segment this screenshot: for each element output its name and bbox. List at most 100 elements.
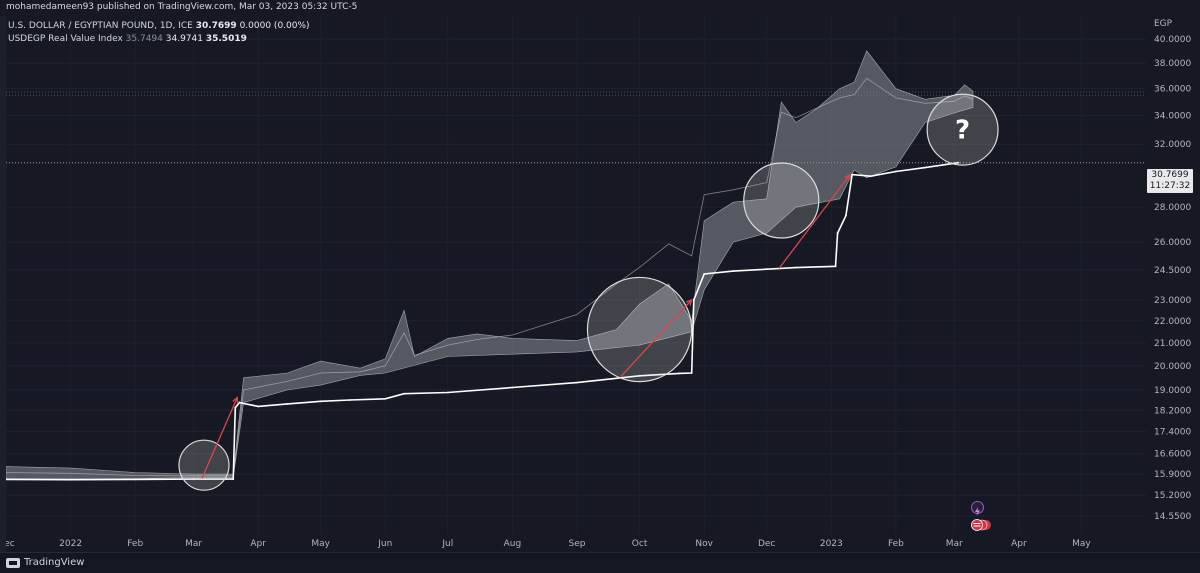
- y-tick-label: 22.0000: [1154, 317, 1191, 327]
- price-point: [5, 478, 7, 481]
- y-tick-label: 20.0000: [1154, 362, 1191, 372]
- x-tick-label: Dec: [758, 539, 775, 549]
- price-line-layer: [5, 161, 960, 481]
- x-tick-label: 2022: [59, 539, 82, 549]
- price-point: [384, 397, 387, 400]
- price-point: [895, 170, 897, 173]
- price-point: [232, 478, 235, 480]
- y-tick-label: 28.0000: [1154, 203, 1191, 213]
- y-tick-label: 38.0000: [1154, 59, 1191, 69]
- price-point: [732, 270, 735, 273]
- price-point: [869, 175, 872, 178]
- time-axis-svg: Dec 2022 Feb Mar Apr May Jun Jul Aug Sep Oct Nov Dec…: [0, 539, 1091, 549]
- x-tick-label: Feb: [888, 539, 904, 549]
- time-axis[interactable]: Dec 2022 Feb Mar Apr May Jun Jul Aug Sep Oct Nov Dec…: [0, 534, 1146, 552]
- countdown-label: 11:27:32: [1149, 181, 1191, 191]
- red-arrow-head: [844, 173, 851, 181]
- price-point: [844, 214, 847, 217]
- red-arrow-line: [778, 174, 851, 269]
- price-point: [851, 173, 854, 176]
- tradingview-logo-icon: [6, 557, 20, 568]
- x-tick-label: Apr: [1011, 539, 1027, 549]
- price-point: [678, 372, 681, 375]
- price-point: [703, 273, 706, 275]
- footer-bar: TradingView: [0, 552, 1200, 573]
- price-point: [234, 406, 237, 409]
- y-tick-label: 17.4000: [1154, 427, 1191, 437]
- y-tick-label: 14.5500: [1154, 512, 1191, 522]
- price-point: [348, 399, 351, 401]
- chart-svg[interactable]: ?: [5, 16, 1146, 534]
- tradingview-brand: TradingView: [24, 557, 85, 568]
- x-tick-label: Mar: [946, 539, 963, 549]
- legend-change: 0.0000 (0.00%): [239, 21, 310, 31]
- price-point: [638, 374, 641, 377]
- legend-indicator-val3: 35.5019: [205, 34, 247, 44]
- events-flash-icon[interactable]: [971, 501, 984, 516]
- x-tick-label: Feb: [127, 539, 143, 549]
- publish-header: mohamedameen93 published on TradingView.…: [0, 0, 1200, 16]
- price-point: [446, 391, 449, 394]
- legend-indicator-row[interactable]: USDEGP Real Value Index 35.7494 34.9741 …: [8, 33, 310, 46]
- price-point: [511, 386, 514, 389]
- legend-symbol-row[interactable]: U.S. DOLLAR / EGYPTIAN POUND, 1D, ICE 30…: [8, 20, 310, 33]
- current-price-label: 30.7699: [1151, 170, 1189, 180]
- real-value-band-area: [5, 50, 974, 479]
- price-point: [692, 299, 695, 301]
- price-point: [134, 478, 137, 481]
- y-tick-label: 16.6000: [1154, 450, 1191, 460]
- price-axis[interactable]: 40.0000 38.0000 36.0000 34.0000 32.0000 28.00…: [1146, 16, 1200, 534]
- y-tick-label: 34.0000: [1154, 112, 1191, 122]
- chart-area[interactable]: ?: [5, 16, 1146, 534]
- price-point: [319, 400, 322, 403]
- x-tick-label: 2023: [820, 539, 843, 549]
- flag-events-icon: [971, 519, 991, 531]
- price-point: [286, 402, 289, 405]
- x-tick-label: Nov: [695, 539, 713, 549]
- highlight-circle: [743, 162, 820, 239]
- real-value-band: [5, 50, 974, 479]
- x-tick-label: Dec: [6, 539, 15, 549]
- price-point: [238, 401, 241, 404]
- y-tick-label: 32.0000: [1154, 140, 1191, 150]
- y-tick-label: 18.2000: [1154, 406, 1191, 416]
- tradingview-logo[interactable]: TradingView: [6, 557, 84, 568]
- x-tick-label: Oct: [632, 539, 648, 549]
- flash-icon: [975, 507, 980, 516]
- legend-indicator-val1: 35.7494: [125, 34, 163, 44]
- economic-events-icon[interactable]: [970, 516, 994, 531]
- legend-indicator-val2: 34.9741: [165, 34, 203, 44]
- price-point: [69, 478, 72, 481]
- price-point: [794, 266, 797, 269]
- price-point: [924, 166, 926, 169]
- legend-price: 30.7699: [195, 21, 237, 31]
- y-tick-label: 19.0000: [1154, 386, 1191, 396]
- left-strip: [0, 16, 6, 552]
- legend-indicator-name: USDEGP Real Value Index: [8, 34, 123, 44]
- price-point: [765, 268, 768, 271]
- currency-label: EGP: [1154, 19, 1173, 29]
- y-tick-label: 21.0000: [1154, 339, 1191, 349]
- chart-legend: U.S. DOLLAR / EGYPTIAN POUND, 1D, ICE 30…: [8, 20, 310, 46]
- price-axis-svg: 40.0000 38.0000 36.0000 34.0000 32.0000 28.00…: [1154, 19, 1191, 522]
- y-tick-label: 40.0000: [1154, 35, 1191, 45]
- x-tick-label: Aug: [504, 539, 522, 549]
- price-point: [257, 405, 260, 408]
- x-tick-label: Sep: [569, 539, 586, 549]
- red-arrow-line: [620, 299, 693, 377]
- annotations: ?: [178, 93, 999, 491]
- x-tick-label: May: [311, 539, 330, 549]
- red-arrow-head: [232, 396, 239, 404]
- question-mark-label: ?: [955, 116, 970, 146]
- x-tick-label: May: [1072, 539, 1091, 549]
- current-price-tag: 30.7699 11:27:32: [1147, 169, 1193, 193]
- price-point: [403, 392, 405, 395]
- usdegp-price-line: [5, 161, 959, 481]
- y-tick-label: 36.0000: [1154, 85, 1191, 95]
- price-point: [957, 161, 960, 164]
- y-tick-label: 15.2000: [1154, 491, 1191, 501]
- highlight-circle: [178, 439, 230, 491]
- red-arrow-line: [201, 397, 238, 479]
- price-point: [576, 381, 578, 384]
- grid-lines: [5, 16, 1146, 534]
